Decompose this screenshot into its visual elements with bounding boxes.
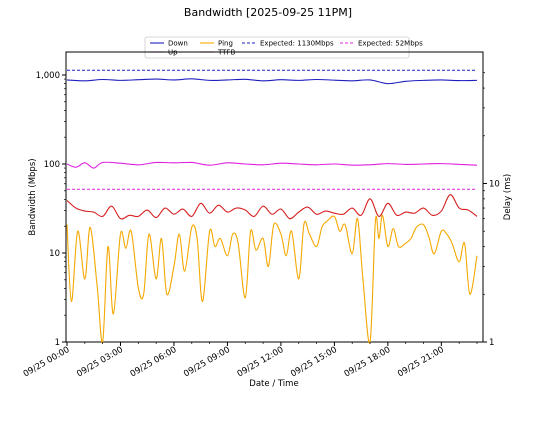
series-lines — [66, 69, 478, 344]
y-axis-left-label: Bandwidth (Mbps) — [28, 158, 38, 235]
legend-label-ping: Ping — [218, 40, 233, 48]
x-axis: 09/25 00:00 09/25 03:00 09/25 06:00 09/25 0… — [22, 342, 478, 380]
x-tick-label: 09/25 15:00 — [289, 345, 339, 380]
series-line-ttfb — [66, 194, 478, 220]
y-axis-right-label: Delay (ms) — [503, 174, 513, 220]
plot-area — [65, 51, 484, 344]
series-line-ping — [66, 214, 478, 344]
y-left-tick-label: 10 — [49, 249, 60, 259]
chart-title: Bandwidth [2025-09-25 11PM] — [184, 6, 352, 19]
x-tick-label: 09/25 18:00 — [343, 345, 393, 380]
y-right-tick-label: 10 — [489, 180, 500, 190]
y-axis-left: 1 10 100 1,000 — [36, 71, 66, 348]
y-left-tick-label: 100 — [44, 160, 60, 170]
legend-label-expected-52mbps: Expected: 52Mbps — [358, 40, 423, 48]
y-left-tick-label: 1 — [55, 338, 60, 348]
x-axis-label: Date / Time — [249, 379, 298, 389]
series-line-down — [66, 78, 478, 85]
legend-frame — [144, 36, 410, 59]
x-tick-label: 09/25 09:00 — [182, 345, 232, 380]
y-axis-right: 1 10 — [483, 72, 500, 348]
y-right-tick-label: 1 — [489, 338, 494, 348]
plot-frame — [65, 51, 484, 343]
x-tick-label: 09/25 21:00 — [396, 345, 446, 380]
x-tick-label: 09/25 06:00 — [129, 345, 179, 380]
x-tick-label: 09/25 03:00 — [75, 345, 125, 380]
legend-label-expected-1130mbps: Expected: 1130Mbps — [260, 40, 334, 48]
legend-label-down: Down — [168, 40, 188, 48]
x-tick-label: 09/25 12:00 — [236, 345, 286, 380]
series-line-up — [66, 161, 478, 169]
x-tick-label: 09/25 00:00 — [22, 345, 72, 380]
y-left-tick-label: 1,000 — [36, 71, 60, 81]
